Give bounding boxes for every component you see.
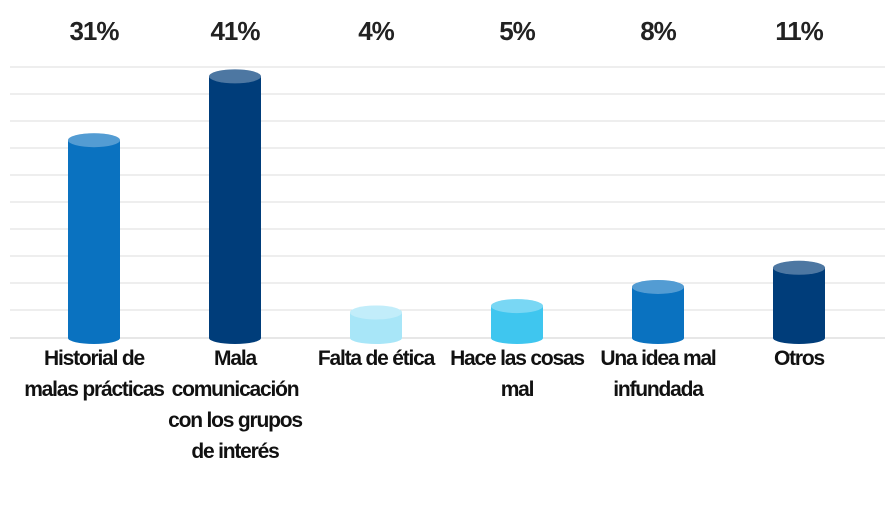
bar-top bbox=[350, 305, 402, 320]
x-tick-label: Una idea mal infundada bbox=[600, 347, 716, 401]
value-label: 41% bbox=[210, 16, 260, 46]
x-tick-label: Historial de malas prácticas bbox=[24, 347, 165, 401]
grid bbox=[10, 66, 885, 339]
x-tick-label: Falta de ética bbox=[317, 347, 435, 370]
bar bbox=[773, 267, 825, 338]
value-label: 5% bbox=[499, 16, 535, 46]
bar-top bbox=[68, 133, 120, 148]
x-tick-label: Mala comunicación con los grupos de inte… bbox=[168, 347, 303, 463]
value-label: 31% bbox=[69, 16, 119, 46]
bar-top bbox=[491, 299, 543, 314]
bar-top-shade bbox=[209, 69, 261, 84]
value-label: 11% bbox=[775, 16, 823, 46]
bar bbox=[209, 76, 261, 338]
x-tick-label: Otros bbox=[773, 347, 825, 370]
bar-top-shade bbox=[773, 260, 825, 275]
x-tick-label: Hace las cosas mal bbox=[450, 347, 585, 401]
value-label: 4% bbox=[358, 16, 394, 46]
bar-top bbox=[632, 279, 684, 294]
bar-top bbox=[773, 260, 825, 275]
value-label: 8% bbox=[640, 16, 676, 46]
bar-top-shade bbox=[68, 133, 120, 148]
bar-top-shade bbox=[350, 305, 402, 320]
bar bbox=[68, 140, 120, 338]
bar-top-shade bbox=[632, 279, 684, 294]
bar-top bbox=[209, 69, 261, 84]
bar-top-shade bbox=[491, 299, 543, 314]
bar bbox=[632, 286, 684, 338]
